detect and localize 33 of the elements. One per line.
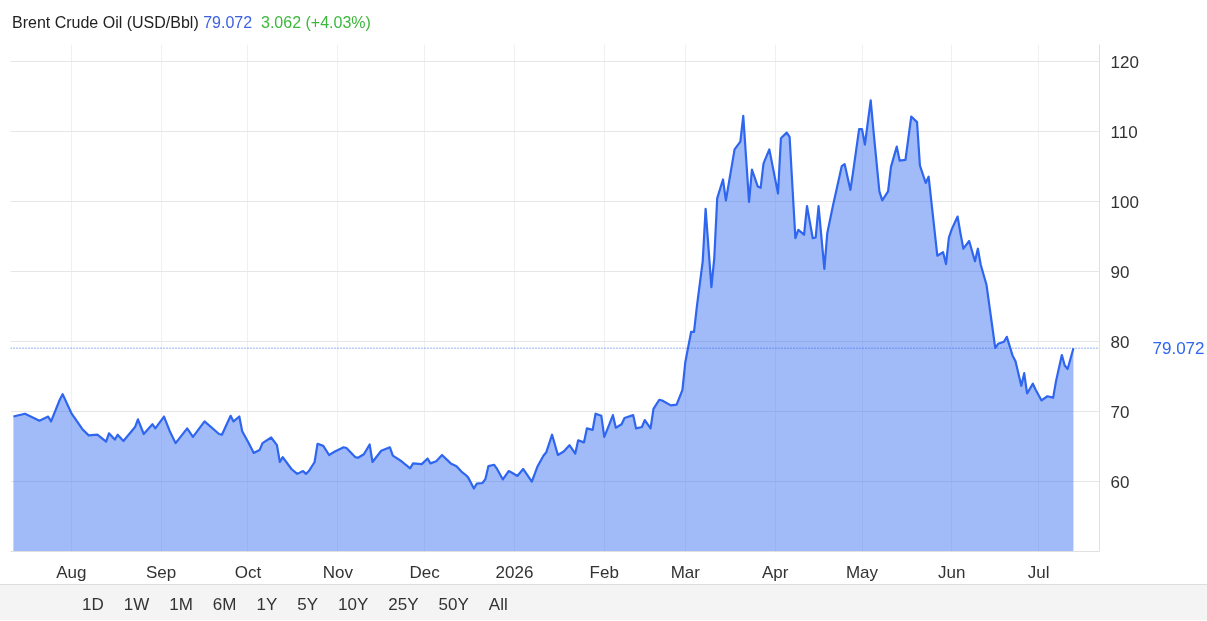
text: 1M: [169, 595, 193, 614]
y-tick-label: 80: [1110, 332, 1130, 352]
x-tick-label: Mar: [670, 562, 701, 582]
y-tick-label: 70: [1110, 402, 1130, 422]
x-tick-label: Aug: [56, 562, 87, 582]
text: 50Y: [438, 595, 469, 614]
x-tick-label: Oct: [234, 562, 262, 582]
text: 1D: [82, 595, 104, 614]
text: All: [488, 595, 508, 614]
y-tick-label: 110: [1110, 122, 1138, 142]
x-tick-label: Apr: [761, 562, 789, 582]
text: 6M: [212, 595, 237, 614]
text: 3.062 (+4.03%): [261, 14, 371, 31]
x-tick-label: Jun: [938, 562, 966, 582]
x-tick-label: Feb: [589, 562, 619, 582]
y-tick-label: 90: [1110, 262, 1130, 282]
text: 1W: [123, 595, 150, 614]
text: 5Y: [297, 595, 319, 614]
chart-title: Brent Crude Oil (USD/Bbl): [12, 14, 199, 31]
x-tick-label: Nov: [322, 562, 354, 582]
y-tick-label: 120: [1110, 52, 1139, 72]
text: 10Y: [338, 595, 369, 614]
x-tick-label: Dec: [409, 562, 441, 582]
x-tick-label: Sep: [145, 562, 177, 582]
y-tick-label: 100: [1110, 192, 1139, 212]
x-tick-label: 2026: [495, 562, 534, 582]
x-tick-label: Jul: [1027, 562, 1050, 582]
y-tick-label: 60: [1110, 472, 1130, 492]
ref-line-label: 79.072: [1152, 339, 1205, 359]
chart-subtitle: 79.072: [203, 14, 253, 31]
text: 1Y: [256, 595, 278, 614]
text: 25Y: [388, 595, 419, 614]
x-tick-label: May: [845, 562, 879, 582]
